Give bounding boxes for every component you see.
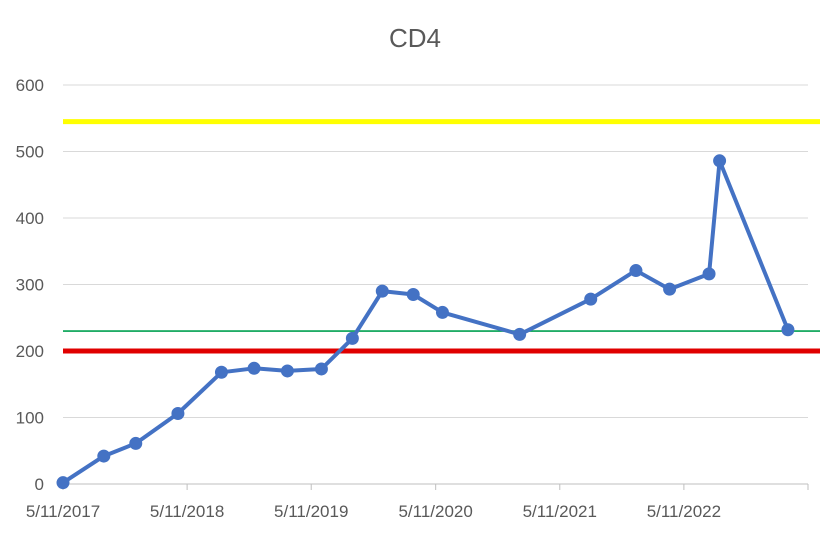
y-tick-label: 400 xyxy=(16,209,44,228)
x-tick-label: 5/11/2021 xyxy=(523,502,597,521)
series-line xyxy=(61,158,790,485)
data-point xyxy=(513,327,527,341)
data-point xyxy=(713,154,727,168)
x-tick-label: 5/11/2017 xyxy=(26,502,100,521)
data-point xyxy=(435,305,449,319)
data-point xyxy=(584,292,598,306)
y-tick-label: 0 xyxy=(35,475,44,494)
data-point xyxy=(781,323,795,337)
y-tick-label: 600 xyxy=(16,76,44,95)
data-point xyxy=(314,362,328,376)
series-layer xyxy=(56,154,795,490)
data-point xyxy=(129,436,143,450)
data-point xyxy=(171,407,185,421)
tick-labels: 0 100 200 300 400 500 600 5/11/2017 5/11/2018 5/1… xyxy=(16,76,721,521)
x-tick-label: 5/11/2018 xyxy=(150,502,224,521)
data-point xyxy=(247,361,261,375)
data-point xyxy=(97,449,111,463)
x-tick-label: 5/11/2022 xyxy=(647,502,721,521)
data-point xyxy=(702,267,716,281)
y-tick-label: 100 xyxy=(16,409,44,428)
data-point xyxy=(629,264,643,278)
reference-lines xyxy=(63,119,820,354)
data-point xyxy=(345,331,359,345)
y-tick-label: 300 xyxy=(16,276,44,295)
x-tick-label: 5/11/2019 xyxy=(274,502,348,521)
data-point xyxy=(663,282,677,296)
data-point xyxy=(406,287,420,301)
data-point xyxy=(214,365,228,379)
data-point xyxy=(280,364,294,378)
data-point xyxy=(375,284,389,298)
y-tick-label: 500 xyxy=(16,143,44,162)
chart-title: CD4 xyxy=(389,23,441,53)
y-tick-label: 200 xyxy=(16,342,44,361)
x-tick-label: 5/11/2020 xyxy=(398,502,472,521)
gridlines xyxy=(63,84,808,418)
axes xyxy=(62,483,809,490)
data-point xyxy=(56,476,70,490)
